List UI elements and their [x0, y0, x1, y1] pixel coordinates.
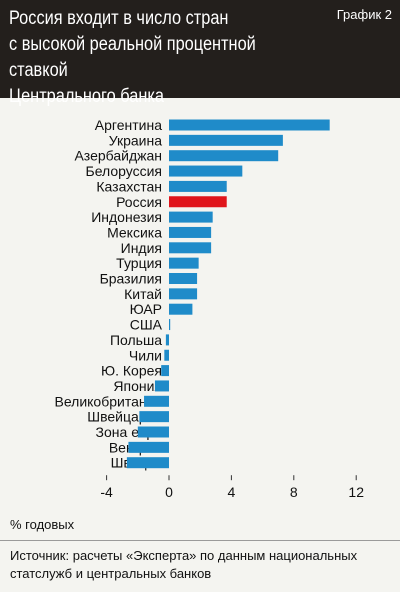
bar	[154, 380, 169, 392]
bar	[169, 226, 212, 238]
bar	[169, 303, 193, 315]
category-label: Великобритания	[54, 393, 162, 409]
category-label: Аргентина	[95, 117, 162, 133]
category-label: Мексика	[107, 224, 162, 240]
bar	[169, 257, 199, 269]
bar-chart: АргентинаУкраинаАзербайджанБелоруссияКаз…	[54, 117, 364, 500]
bar	[169, 119, 330, 131]
bars	[126, 119, 330, 469]
bar	[161, 365, 169, 377]
x-tick-label: 4	[228, 484, 236, 500]
bar	[144, 395, 169, 407]
category-label: Бразилия	[100, 271, 162, 287]
category-label: Чили	[129, 347, 162, 363]
x-tick-label: 0	[165, 484, 173, 500]
bar	[169, 288, 198, 300]
category-label: Казахстан	[96, 178, 162, 194]
bar	[169, 242, 212, 254]
category-label: Турция	[116, 255, 162, 271]
bar	[169, 273, 198, 284]
chart-number-badge: График 2	[336, 7, 392, 22]
category-label: Польша	[110, 332, 162, 348]
bar	[169, 180, 227, 192]
bar	[137, 426, 169, 438]
category-label: Украина	[109, 132, 163, 148]
category-label: Китай	[124, 286, 162, 302]
x-tick-label: 12	[348, 484, 364, 500]
bar	[169, 150, 279, 162]
bar	[126, 457, 169, 469]
category-labels: АргентинаУкраинаАзербайджанБелоруссияКаз…	[54, 117, 162, 471]
bar	[139, 411, 169, 423]
bar	[169, 319, 171, 331]
category-label: Индонезия	[91, 209, 162, 225]
x-tick-label: 8	[290, 484, 298, 500]
category-label: Россия	[116, 194, 162, 210]
bar	[169, 196, 227, 208]
bar	[169, 165, 243, 177]
chart-header: Россия входит в число стран с высокой ре…	[0, 0, 400, 107]
bar	[169, 134, 283, 146]
category-label: ЮАР	[130, 301, 162, 317]
chart-title: Россия входит в число стран с высокой ре…	[9, 8, 256, 107]
bar	[128, 441, 169, 453]
divider	[0, 540, 400, 541]
category-label: США	[130, 317, 163, 333]
category-label: Азербайджан	[74, 148, 162, 164]
category-label: Ю. Корея	[101, 363, 162, 379]
unit-label: % годовых	[10, 517, 75, 532]
category-label: Япония	[113, 378, 162, 394]
category-label: Индия	[121, 240, 162, 256]
x-axis: -4 0 4 8 12	[100, 475, 364, 500]
category-label: Белоруссия	[86, 163, 163, 179]
bar	[169, 211, 213, 223]
bar	[165, 334, 169, 346]
x-tick-label: -4	[100, 484, 113, 500]
source-note: Источник: расчеты «Эксперта» по данным н…	[10, 548, 358, 581]
bar	[164, 349, 169, 361]
